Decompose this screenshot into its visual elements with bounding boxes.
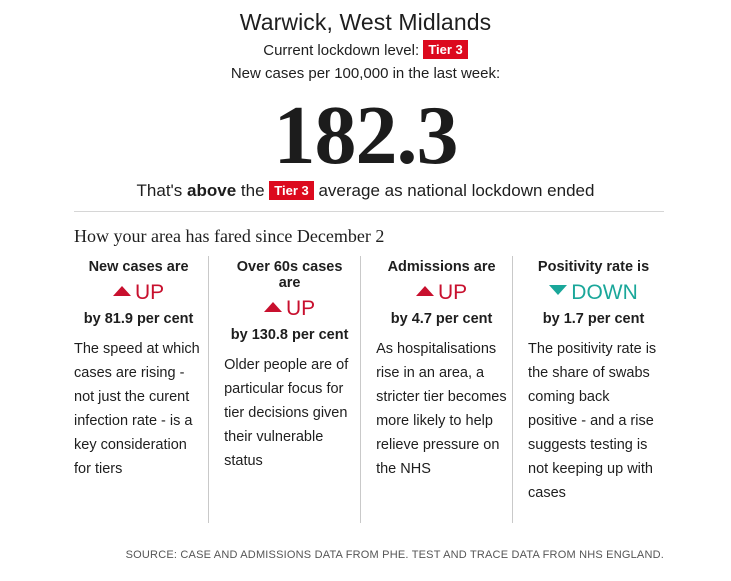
metric-direction-label: UP <box>437 281 468 304</box>
case-rate-value: 182.3 <box>273 89 459 182</box>
metric-description: The speed at which cases are rising - no… <box>74 341 200 477</box>
metric-direction-label: UP <box>134 281 165 304</box>
metric-description: As hospitalisations rise in an area, a s… <box>376 341 507 477</box>
metric-change: by 130.8 per cent <box>230 327 349 343</box>
metric-direction-label: UP <box>286 297 316 320</box>
up-arrow-icon <box>264 302 282 312</box>
up-arrow-icon <box>112 286 131 296</box>
source-note: SOURCE: CASE AND ADMISSIONS DATA FROM PH… <box>125 549 664 561</box>
metric-direction: UP <box>74 281 203 305</box>
metric-over-60s-cases: Over 60s cases are UP by 130.8 per cent … <box>208 256 360 523</box>
comparison-suffix: average as national lockdown ended <box>318 181 595 200</box>
comparison-line: That's above the Tier 3 average as natio… <box>0 181 731 201</box>
divider <box>74 211 664 212</box>
metric-change: by 4.7 per cent <box>390 311 493 327</box>
comparison-the: the <box>240 181 265 200</box>
tier-badge: Tier 3 <box>423 40 468 59</box>
section-heading: How your area has fared since December 2 <box>74 226 385 246</box>
metric-title: New cases are <box>88 259 189 275</box>
metric-direction: UP <box>376 281 507 305</box>
down-arrow-icon <box>549 285 568 295</box>
metrics-grid: New cases are UP by 81.9 per cent The sp… <box>74 256 664 523</box>
rate-label: New cases per 100,000 in the last week: <box>230 65 501 82</box>
comparison-word: above <box>187 181 237 200</box>
metric-title: Positivity rate is <box>537 259 650 275</box>
up-arrow-icon <box>415 286 434 296</box>
metric-title: Over 60s cases are <box>236 259 343 291</box>
metric-direction-label: DOWN <box>571 281 638 304</box>
comparison-tier-badge: Tier 3 <box>269 181 314 200</box>
metric-new-cases: New cases are UP by 81.9 per cent The sp… <box>74 256 208 523</box>
lockdown-level-line: Current lockdown level: Tier 3 <box>0 40 731 59</box>
metric-positivity-rate: Positivity rate is DOWN by 1.7 per cent … <box>512 256 664 523</box>
metric-change: by 1.7 per cent <box>542 311 645 327</box>
lockdown-level-label: Current lockdown level: <box>263 42 420 59</box>
metric-admissions: Admissions are UP by 4.7 per cent As hos… <box>360 256 512 523</box>
location-title: Warwick, West Midlands <box>239 9 492 35</box>
comparison-prefix: That's <box>136 181 183 200</box>
metric-direction: DOWN <box>528 281 659 305</box>
metric-change: by 81.9 per cent <box>83 311 194 327</box>
metric-description: The positivity rate is the share of swab… <box>528 341 657 501</box>
metric-description: Older people are of particular focus for… <box>224 357 349 469</box>
metric-direction: UP <box>224 297 355 321</box>
metric-title: Admissions are <box>387 259 496 275</box>
